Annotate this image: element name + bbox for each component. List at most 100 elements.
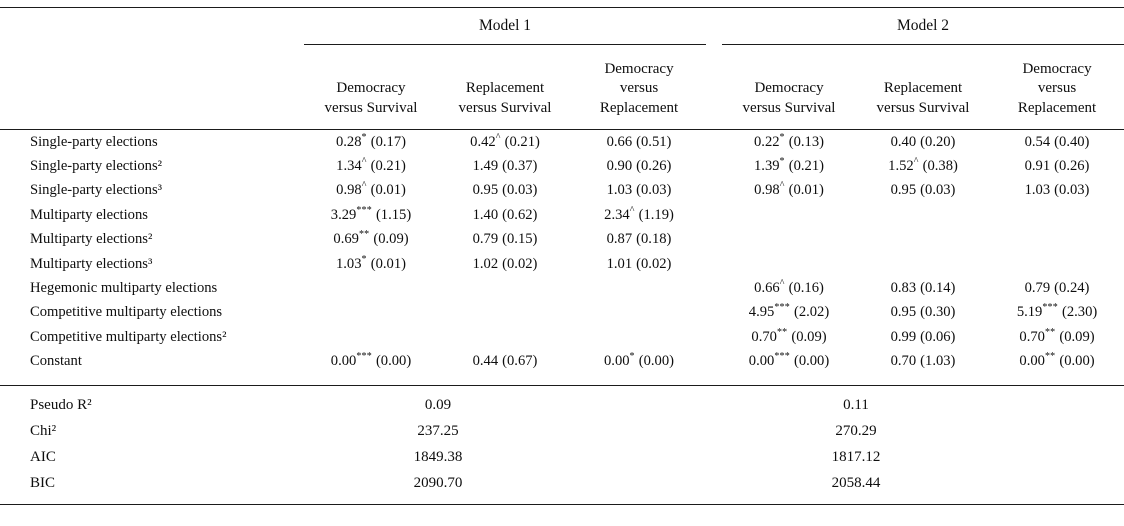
estimate: 0.69 xyxy=(333,231,359,248)
fit-row: AIC 1849.38 1817.12 xyxy=(0,445,1124,471)
row-label: Competitive multiparty elections xyxy=(30,304,223,321)
row-label: Constant xyxy=(30,353,82,370)
estimate: 0.79 xyxy=(1024,280,1051,297)
fit-pad xyxy=(990,470,1124,505)
model1-header: Model 1 xyxy=(304,7,707,45)
standard-error: (0.00) xyxy=(793,353,830,370)
standard-error: (0.18) xyxy=(636,231,672,248)
column-gap xyxy=(706,384,723,419)
coef-cell: 1.39* (0.21) xyxy=(722,154,856,178)
coef-cell xyxy=(438,276,572,300)
column-gap xyxy=(706,203,722,227)
coef-cell: 0.83 (0.14) xyxy=(856,276,990,300)
column-gap xyxy=(706,445,722,471)
coef-cell: 2.34^ (1.19) xyxy=(572,203,706,227)
coef-cell: 1.02 (0.02) xyxy=(438,252,572,276)
standard-error: (0.51) xyxy=(636,133,672,150)
fit-value-model1: 0.09 xyxy=(304,384,572,419)
standard-error: (0.21) xyxy=(788,158,825,175)
coef-cell: 0.70** (0.09) xyxy=(990,325,1124,349)
fit-label: Chi² xyxy=(30,423,57,440)
row-label: Single-party elections xyxy=(30,133,158,150)
fit-value-model2: 0.11 xyxy=(722,384,991,419)
estimate: 1.49 xyxy=(472,158,499,175)
coef-cell: 0.98^ (0.01) xyxy=(722,179,856,203)
standard-error: (0.09) xyxy=(373,231,409,248)
coef-cell xyxy=(990,252,1124,276)
coef-cell: 0.00* (0.00) xyxy=(572,350,706,386)
fit-row: Chi² 237.25 270.29 xyxy=(0,419,1124,445)
estimate: 5.19 xyxy=(1016,304,1043,321)
row-label: Single-party elections² xyxy=(30,158,163,175)
standard-error: (0.09) xyxy=(791,328,827,345)
standard-error: (2.02) xyxy=(793,304,830,321)
row-label: Single-party elections³ xyxy=(30,182,163,199)
coef-cell xyxy=(572,325,706,349)
coef-cell: 3.29*** (1.15) xyxy=(304,203,438,227)
estimate: 0.83 xyxy=(890,280,917,297)
coef-cell: 0.90 (0.26) xyxy=(572,154,706,178)
fit-pad xyxy=(990,445,1124,471)
estimate: 2.34 xyxy=(604,206,630,223)
coef-cell xyxy=(722,252,856,276)
standard-error: (0.26) xyxy=(1054,158,1090,175)
standard-error: (0.00) xyxy=(638,353,675,370)
estimate: 0.00 xyxy=(1019,353,1045,370)
standard-error: (0.40) xyxy=(1054,133,1090,150)
fit-pad xyxy=(572,470,707,505)
standard-error: (0.00) xyxy=(375,353,412,370)
standard-error: (0.06) xyxy=(920,328,956,345)
standard-error: (0.38) xyxy=(922,158,958,175)
row-label: Multiparty elections² xyxy=(30,231,153,248)
standard-error: (0.00) xyxy=(1059,353,1095,370)
coef-cell: 1.49 (0.37) xyxy=(438,154,572,178)
standard-error: (0.15) xyxy=(502,231,538,248)
column-header: Democracy versus Replacement xyxy=(990,44,1124,130)
estimate: 0.00 xyxy=(330,353,357,370)
table-row: Competitive multiparty elections² 0.70**… xyxy=(0,325,1124,349)
estimate: 0.00 xyxy=(748,353,775,370)
fit-pad xyxy=(990,384,1124,419)
row-label: Hegemonic multiparty elections xyxy=(30,280,218,297)
column-gap xyxy=(706,179,722,203)
estimate: 0.40 xyxy=(890,133,917,150)
estimate: 0.28 xyxy=(335,133,362,150)
coef-cell: 0.99 (0.06) xyxy=(856,325,990,349)
stub-cell xyxy=(0,44,304,130)
table-row: Single-party elections 0.28* (0.17) 0.42^… xyxy=(0,130,1124,155)
standard-error: (0.13) xyxy=(788,133,825,150)
standard-error: (1.19) xyxy=(638,206,674,223)
estimate: 1.52 xyxy=(888,158,914,175)
significance-mark: * xyxy=(779,131,785,143)
estimate: 0.54 xyxy=(1024,133,1051,150)
column-gap xyxy=(706,350,722,386)
table-row: Competitive multiparty elections 4.95***… xyxy=(0,301,1124,325)
coef-cell: 0.79 (0.15) xyxy=(438,228,572,252)
coef-cell: 0.42^ (0.21) xyxy=(438,130,572,155)
coef-cell: 0.95 (0.03) xyxy=(856,179,990,203)
group-gap xyxy=(706,44,723,130)
significance-mark: *** xyxy=(1042,302,1058,314)
standard-error: (0.21) xyxy=(370,158,406,175)
fit-row: BIC 2090.70 2058.44 xyxy=(0,470,1124,505)
column-gap xyxy=(706,419,722,445)
estimate: 3.29 xyxy=(330,206,357,223)
standard-error: (0.62) xyxy=(502,206,538,223)
standard-error: (0.01) xyxy=(788,182,824,199)
standard-error: (1.03) xyxy=(920,353,956,370)
coef-cell: 0.87 (0.18) xyxy=(572,228,706,252)
column-gap xyxy=(706,252,722,276)
estimate: 0.95 xyxy=(890,182,917,199)
coef-cell xyxy=(572,276,706,300)
coef-cell: 0.00*** (0.00) xyxy=(722,350,856,386)
estimate: 1.40 xyxy=(472,206,499,223)
coef-cell: 0.95 (0.03) xyxy=(438,179,572,203)
estimate: 0.70 xyxy=(890,353,917,370)
column-header: Democracy versus Survival xyxy=(722,44,857,130)
coef-cell: 0.66 (0.51) xyxy=(572,130,706,155)
estimate: 0.79 xyxy=(472,231,499,248)
significance-mark: ^ xyxy=(629,205,635,216)
significance-mark: *** xyxy=(774,351,790,363)
significance-mark: ^ xyxy=(779,278,785,290)
fit-value-model1: 1849.38 xyxy=(413,449,463,466)
